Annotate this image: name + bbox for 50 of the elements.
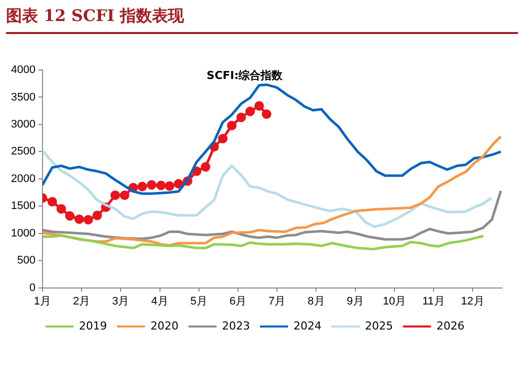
x-tick-label: 8月 bbox=[308, 295, 325, 308]
point bbox=[146, 180, 156, 190]
chart-title: 图表 12 SCFI 指数表现 bbox=[6, 6, 518, 34]
y-tick-label: 1000 bbox=[10, 227, 36, 240]
x-tick-label: 7月 bbox=[268, 295, 286, 308]
point bbox=[74, 214, 84, 224]
point bbox=[137, 182, 147, 192]
point bbox=[92, 210, 102, 220]
x-tick-label: 6月 bbox=[229, 295, 247, 308]
point bbox=[245, 106, 255, 116]
point bbox=[83, 214, 93, 224]
y-tick-label: 3000 bbox=[10, 118, 36, 130]
point bbox=[120, 190, 130, 200]
point bbox=[65, 211, 75, 221]
legend-label: 2023 bbox=[222, 319, 250, 332]
x-tick-label: 4月 bbox=[151, 295, 168, 308]
point bbox=[48, 197, 57, 207]
point bbox=[218, 134, 228, 144]
point bbox=[56, 204, 66, 214]
x-tick-label: 12月 bbox=[461, 295, 484, 308]
x-tick-label: 1月 bbox=[34, 295, 52, 308]
y-tick-label: 3500 bbox=[10, 91, 36, 104]
legend-label: 2020 bbox=[150, 319, 179, 332]
point bbox=[110, 190, 120, 200]
point bbox=[254, 101, 264, 111]
y-tick-label: 0 bbox=[29, 282, 36, 294]
y-tick-label: 2000 bbox=[10, 172, 36, 185]
y-tick-label: 500 bbox=[17, 254, 36, 267]
point bbox=[156, 180, 166, 190]
annotation: SCFI:综合指数 bbox=[206, 68, 284, 82]
x-tick-label: 9月 bbox=[346, 295, 364, 308]
y-tick-label: 2500 bbox=[10, 146, 36, 158]
x-tick-label: 11月 bbox=[422, 295, 445, 308]
x-tick-label: 10月 bbox=[382, 295, 406, 308]
point bbox=[227, 120, 237, 130]
y-tick-label: 1500 bbox=[10, 200, 36, 212]
x-tick-label: 5月 bbox=[190, 295, 208, 308]
x-tick-label: 2月 bbox=[73, 295, 90, 308]
legend-label: 2026 bbox=[436, 319, 464, 332]
y-tick-label: 4000 bbox=[10, 64, 36, 76]
point bbox=[200, 162, 210, 172]
point bbox=[262, 109, 272, 119]
point bbox=[236, 112, 246, 122]
point bbox=[174, 179, 184, 189]
legend-label: 2025 bbox=[364, 319, 393, 332]
legend-label: 2019 bbox=[79, 319, 108, 332]
legend-label: 2024 bbox=[294, 319, 322, 332]
point bbox=[192, 166, 202, 176]
point bbox=[164, 181, 174, 191]
x-tick-label: 3月 bbox=[112, 295, 130, 308]
